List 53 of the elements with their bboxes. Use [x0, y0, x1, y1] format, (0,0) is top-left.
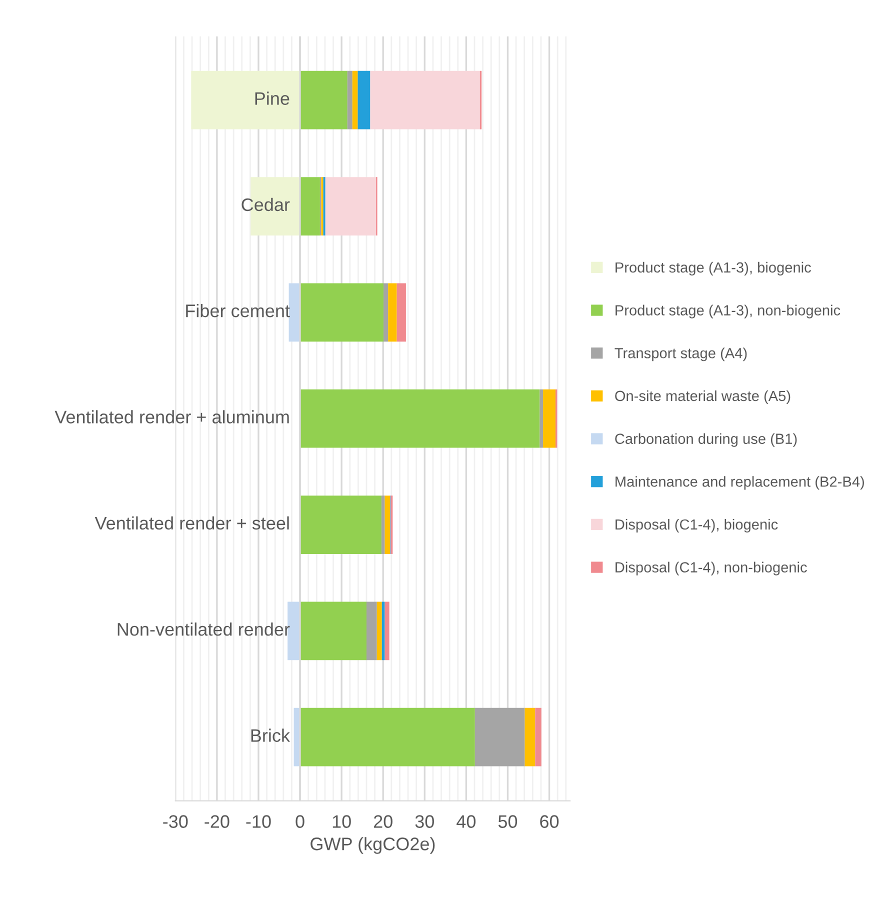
x-tick-label: 20 — [374, 815, 392, 828]
bar — [384, 283, 388, 342]
bar — [381, 496, 385, 554]
bar — [376, 602, 382, 660]
bar — [300, 177, 320, 236]
legend-label: Carbonation during use (B1) — [615, 433, 797, 447]
bar — [191, 70, 300, 130]
x-tick-label: -30 — [163, 815, 188, 828]
y-tick-label: Ventilated render + aluminum — [54, 410, 289, 424]
legend-label: Product stage (A1-3), biogenic — [616, 262, 811, 276]
x-tick-label: 30 — [415, 815, 434, 828]
bar — [352, 70, 358, 130]
bar — [300, 602, 366, 660]
bar — [382, 602, 385, 660]
bar — [535, 708, 542, 766]
bar — [540, 389, 544, 448]
x-tick-label: 10 — [332, 815, 351, 828]
y-tick-label: Non-ventilated render — [118, 622, 290, 636]
bar — [388, 283, 397, 342]
bar — [366, 602, 377, 660]
bar — [474, 708, 525, 766]
legend-label: Disposal (C1-4), biogenic — [616, 518, 778, 533]
bar — [300, 70, 348, 130]
x-axis-title: GWP (kgCO2e) — [310, 837, 435, 854]
x-tick-label: 0 — [296, 815, 304, 828]
legend-label: Maintenance and replacement (B2-B4) — [616, 476, 864, 490]
bar — [384, 496, 390, 554]
x-tick-label: 50 — [498, 815, 518, 828]
legend-label: Product stage (A1-3), non-biogenic — [616, 304, 840, 318]
y-tick-label: Cedar — [242, 198, 290, 212]
bar — [300, 283, 384, 342]
x-tick-label: -10 — [246, 815, 271, 828]
bar — [396, 283, 406, 342]
x-tick-label: 60 — [540, 815, 559, 828]
bar — [325, 177, 376, 236]
bar — [384, 602, 390, 660]
x-tick-label: -20 — [204, 815, 230, 828]
legend-label: Disposal (C1-4), non-biogenic — [616, 562, 807, 576]
bar — [543, 389, 556, 448]
y-tick-label: Pine — [255, 92, 290, 105]
bar — [300, 496, 382, 554]
y-tick-label: Ventilated render + steel — [94, 516, 289, 530]
y-tick-label: Brick — [251, 728, 290, 742]
x-tick-label: 40 — [456, 815, 476, 828]
bar — [347, 70, 352, 130]
bar — [358, 70, 370, 130]
legend-label: Transport stage (A4) — [614, 348, 747, 362]
legend-label: On-site material waste (A5) — [615, 390, 790, 404]
y-tick-label: Fiber cement — [186, 304, 290, 318]
bar — [300, 708, 475, 766]
bar — [524, 708, 536, 766]
bar — [300, 389, 540, 448]
bar — [370, 70, 480, 130]
